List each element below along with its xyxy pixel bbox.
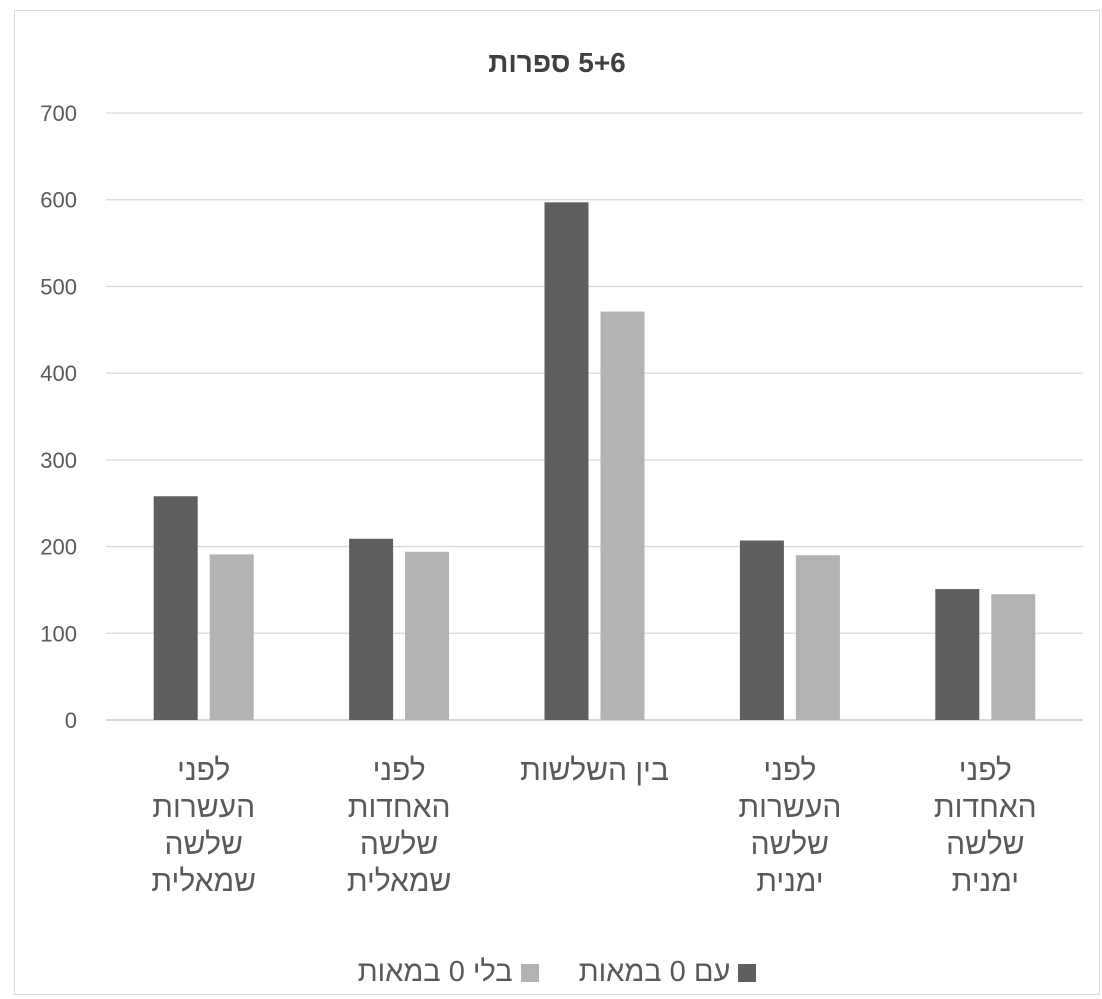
x-category-label-line: האחדות: [933, 791, 1037, 824]
bar-series-1-cat-3: [544, 202, 589, 720]
y-tick-label: 400: [40, 361, 77, 386]
plot-area: 0 100 200 300 400 500 600 700: [40, 101, 1083, 733]
legend-label-series-2: בלי 0 במאות: [357, 956, 513, 988]
legend-swatch-series-1: [738, 963, 757, 982]
y-tick-label: 300: [40, 448, 77, 473]
bar-series-2-cat-2: [405, 551, 450, 720]
chart-title: 5+6 ספרות: [488, 47, 626, 78]
x-category-label-line: שמאלית: [346, 865, 452, 898]
bar-series-1-cat-5: [935, 589, 980, 720]
legend-swatch-series-2: [520, 963, 539, 982]
x-category-label: לפני האחדות שלשה ימנית: [895, 752, 1075, 900]
bar-series-2-cat-5: [991, 594, 1036, 720]
bar-series-2-cat-1: [209, 554, 254, 720]
y-tick-label: 500: [40, 274, 77, 299]
x-category-label-line: בין השלשות: [520, 754, 669, 787]
x-category-label-line: לפני: [763, 754, 817, 787]
x-category-label: לפני העשרות שלשה ימנית: [700, 752, 880, 900]
bar-series-1-cat-4: [739, 540, 784, 720]
x-category-label-line: האחדות: [347, 791, 451, 824]
x-category-label-line: שלשה: [946, 828, 1025, 861]
bar-series-1-cat-1: [153, 496, 198, 720]
bar-series-2-cat-4: [795, 555, 840, 720]
y-tick-label: 700: [40, 101, 77, 126]
x-category-label: בין השלשות: [505, 752, 685, 789]
x-category-label-line: ימנית: [951, 865, 1019, 898]
x-category-label-line: העשרות: [738, 791, 842, 824]
bar-series-1-cat-2: [349, 538, 394, 720]
legend: עם 0 במאות בלי 0 במאות: [15, 956, 1099, 989]
x-category-label-line: שלשה: [164, 828, 243, 861]
legend-item-series-2: בלי 0 במאות: [358, 956, 539, 989]
y-tick-label: 0: [65, 708, 77, 733]
x-category-label-line: העשרות: [152, 791, 256, 824]
chart-frame: 5+6 ספרות 0 100 200 300 400 500 600 700 לפני העש…: [14, 10, 1100, 995]
x-category-label-line: לפני: [372, 754, 426, 787]
x-category-label-line: לפני: [958, 754, 1012, 787]
bar-series-2-cat-3: [600, 311, 645, 720]
y-tick-label: 100: [40, 621, 77, 646]
x-category-label-line: לפני: [177, 754, 231, 787]
y-tick-label: 200: [40, 535, 77, 560]
y-tick-label: 600: [40, 188, 77, 213]
x-category-label: לפני העשרות שלשה שמאלית: [114, 752, 294, 900]
x-category-label-line: ימנית: [756, 865, 824, 898]
x-category-label-line: שלשה: [359, 828, 439, 861]
x-category-label-line: שמאלית: [151, 865, 256, 898]
legend-item-series-1: עם 0 במאות: [579, 956, 757, 989]
x-category-label: לפני האחדות שלשה שמאלית: [309, 752, 489, 900]
x-category-label-line: שלשה: [750, 828, 830, 861]
legend-label-series-1: עם 0 במאות: [578, 956, 731, 988]
